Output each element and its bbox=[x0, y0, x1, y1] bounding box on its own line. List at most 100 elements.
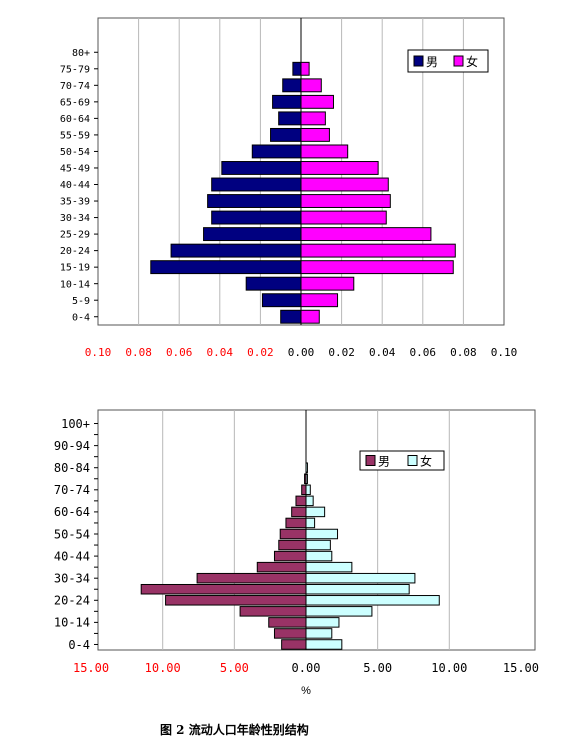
bar-male-75-79 bbox=[292, 61, 302, 76]
x-tick-label-right: 0.06 bbox=[410, 346, 437, 359]
bar-male-55-59 bbox=[285, 517, 307, 529]
x-axis-label: % bbox=[301, 685, 311, 697]
bar-female-65-69 bbox=[305, 495, 314, 507]
x-tick-label-right: 0.04 bbox=[369, 346, 396, 359]
bar-female-30-34 bbox=[300, 210, 387, 225]
bar-male-0-4 bbox=[280, 309, 302, 324]
bar-male-45-49 bbox=[221, 161, 302, 175]
bar-female-5-9 bbox=[305, 628, 333, 639]
bar-male-55-59 bbox=[270, 127, 302, 142]
legend-swatch bbox=[365, 455, 376, 466]
bar-male-60-64 bbox=[291, 506, 307, 518]
bar-male-30-34 bbox=[196, 572, 307, 584]
bar-male-30-34 bbox=[211, 210, 302, 225]
bar-female-5-9 bbox=[300, 293, 339, 308]
category-label: 80+ bbox=[72, 48, 90, 59]
bar-female-40-44 bbox=[300, 177, 389, 192]
bar-male-25-29 bbox=[140, 583, 307, 595]
bar-male-65-69 bbox=[295, 495, 307, 507]
category-label: 55-59 bbox=[60, 131, 90, 142]
bar-female-45-49 bbox=[300, 161, 379, 175]
legend: 男女 bbox=[359, 450, 445, 471]
bar-female-55-59 bbox=[300, 127, 330, 142]
bar-male-70-74 bbox=[301, 484, 307, 496]
category-label: 20-24 bbox=[54, 594, 90, 608]
legend: 男女 bbox=[407, 49, 489, 73]
x-tick-label-right: 0.02 bbox=[328, 346, 355, 359]
bar-male-35-39 bbox=[256, 561, 307, 573]
category-label: 0-4 bbox=[68, 638, 90, 652]
x-tick-label-right: 5.00 bbox=[363, 661, 392, 675]
category-label: 70-74 bbox=[54, 483, 90, 497]
category-label: 15-19 bbox=[60, 263, 90, 274]
legend-label: 女 bbox=[466, 54, 478, 69]
x-tick-label-left: 5.00 bbox=[220, 661, 249, 675]
category-label: 60-64 bbox=[54, 505, 90, 519]
bar-male-20-24 bbox=[170, 243, 302, 258]
bar-female-10-14 bbox=[300, 276, 355, 291]
bar-female-15-19 bbox=[305, 606, 373, 617]
x-tick-label-left: 0.04 bbox=[207, 346, 234, 359]
x-tick-label-right: 0.00 bbox=[288, 346, 315, 359]
bar-female-75-79 bbox=[300, 61, 310, 76]
legend-box bbox=[407, 49, 489, 73]
category-label: 25-29 bbox=[60, 230, 90, 241]
bar-male-40-44 bbox=[211, 177, 302, 192]
category-label: 45-49 bbox=[60, 164, 90, 175]
bar-female-50-54 bbox=[300, 144, 349, 159]
bar-female-20-24 bbox=[300, 243, 456, 258]
bar-female-55-59 bbox=[305, 517, 316, 529]
category-label: 90-94 bbox=[54, 439, 90, 453]
bar-female-80-84 bbox=[305, 462, 308, 473]
bar-female-10-14 bbox=[305, 617, 340, 628]
bar-female-25-29 bbox=[305, 583, 410, 595]
bar-male-25-29 bbox=[203, 227, 302, 242]
bar-male-65-69 bbox=[272, 94, 302, 109]
chart-2: 0-4 10-14 20-24 30-34 40-44 50-54 60-64 70-74 80… bbox=[54, 409, 539, 697]
bar-female-35-39 bbox=[300, 194, 391, 208]
bar-male-15-19 bbox=[150, 260, 302, 275]
category-label: 5-9 bbox=[72, 296, 90, 307]
bar-male-50-54 bbox=[251, 144, 302, 159]
bar-female-35-39 bbox=[305, 561, 353, 573]
bar-female-0-4 bbox=[300, 309, 320, 324]
category-label: 40-44 bbox=[54, 549, 90, 563]
x-tick-label-right: 0.08 bbox=[450, 346, 477, 359]
legend-swatch bbox=[413, 55, 424, 67]
bar-female-20-24 bbox=[305, 595, 440, 606]
bar-female-45-49 bbox=[305, 539, 331, 551]
bar-male-10-14 bbox=[268, 617, 307, 628]
legend-swatch bbox=[407, 455, 418, 466]
bar-female-0-4 bbox=[305, 639, 343, 650]
x-tick-label-left: 15.00 bbox=[73, 661, 109, 675]
bar-male-5-9 bbox=[273, 628, 307, 639]
category-label: 75-79 bbox=[60, 64, 90, 75]
legend-label: 男 bbox=[378, 455, 390, 469]
bar-male-5-9 bbox=[261, 293, 302, 308]
bar-female-15-19 bbox=[300, 260, 454, 275]
x-tick-label-left: 0.08 bbox=[125, 346, 152, 359]
legend-label: 女 bbox=[420, 454, 432, 469]
category-label: 35-39 bbox=[60, 197, 90, 208]
category-label: 80-84 bbox=[54, 461, 90, 475]
bar-male-0-4 bbox=[281, 639, 307, 650]
legend-box bbox=[359, 450, 445, 471]
x-tick-label-left: 0.10 bbox=[85, 346, 112, 359]
category-label: 10-14 bbox=[60, 279, 90, 290]
bar-male-20-24 bbox=[165, 595, 307, 606]
category-label: 30-34 bbox=[60, 213, 90, 224]
category-label: 40-44 bbox=[60, 180, 90, 191]
bar-male-50-54 bbox=[279, 528, 307, 540]
category-label: 100+ bbox=[61, 417, 90, 431]
bar-male-60-64 bbox=[278, 111, 302, 126]
bar-male-10-14 bbox=[245, 276, 302, 291]
legend-label: 男 bbox=[426, 55, 438, 69]
category-label: 65-69 bbox=[60, 97, 90, 108]
bar-female-75-79 bbox=[305, 473, 308, 485]
bar-male-70-74 bbox=[282, 78, 302, 93]
figure-caption: 图 2 流动人口年龄性别结构 bbox=[160, 723, 309, 737]
bar-male-15-19 bbox=[239, 606, 307, 617]
category-label: 50-54 bbox=[60, 147, 90, 158]
category-label: 60-64 bbox=[60, 114, 90, 125]
chart-1: 0-4 5-9 10-14 15-19 20-24 25-29 30-34 35-39 40-4… bbox=[60, 17, 517, 359]
